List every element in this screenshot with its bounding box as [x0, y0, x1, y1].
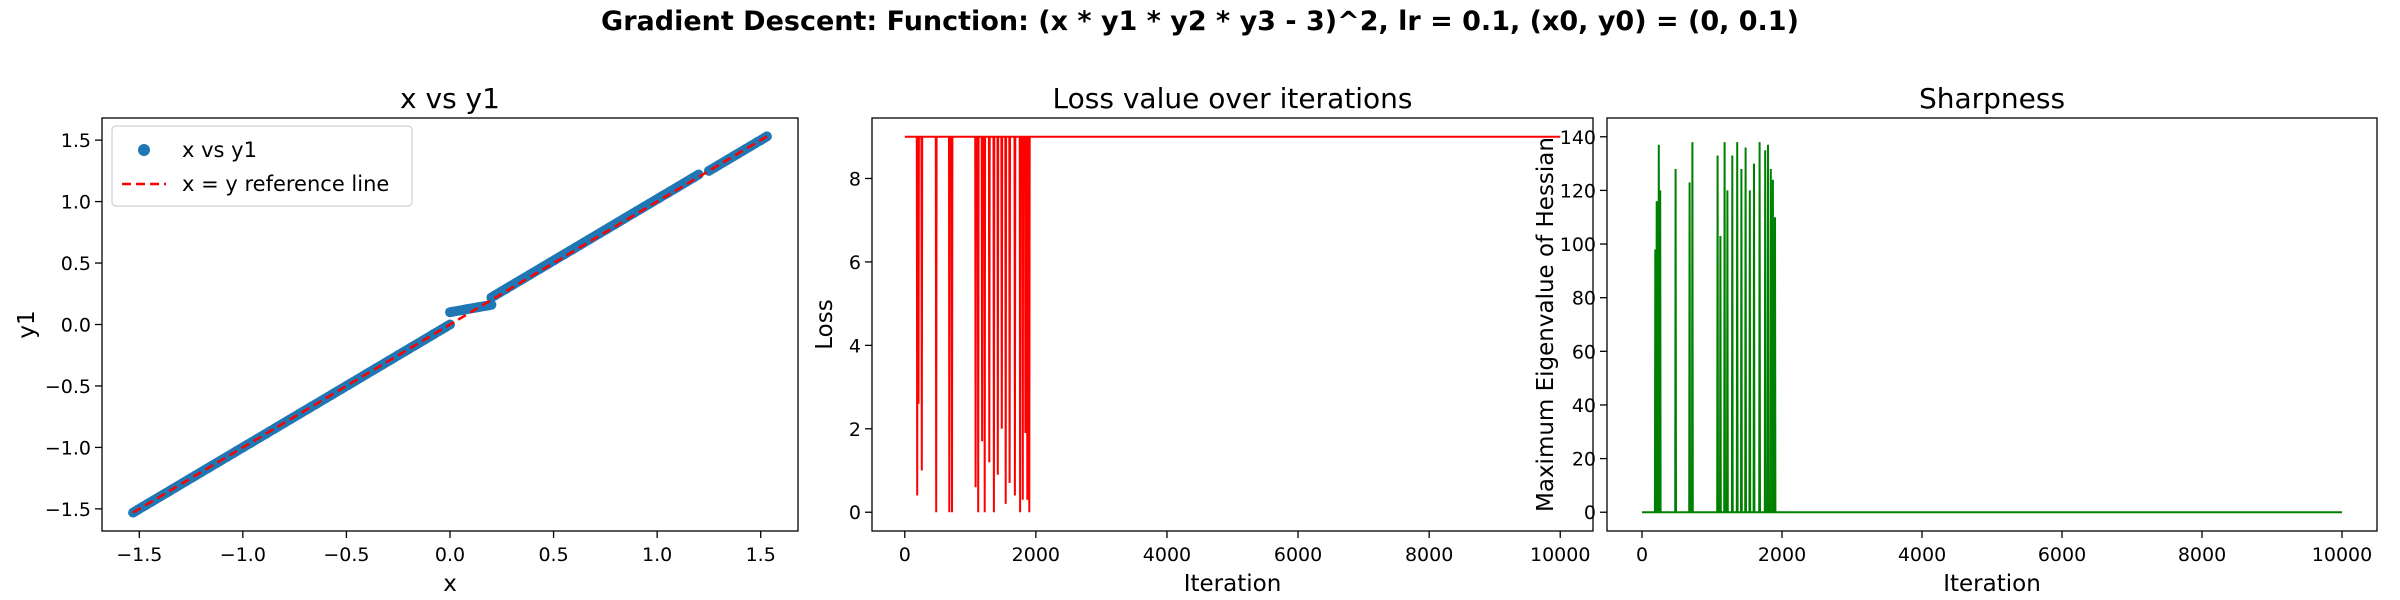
y-tick-label: 6 [849, 252, 861, 274]
y-tick-label: 2 [849, 419, 861, 441]
chart-2: 0 2000 4000 6000 8000 10000 0 2 4 6 8 Loss value ov… [812, 82, 1594, 597]
figure-suptitle: Gradient Descent: Function: (x * y1 * y2… [601, 6, 1799, 37]
x-tick-label: 6000 [1274, 544, 1322, 566]
x-tick-label: 10000 [1530, 544, 1590, 566]
x-tick-label: −1.0 [220, 544, 266, 566]
y-tick-label: 40 [1572, 395, 1596, 417]
x-tick-label: 8000 [1405, 544, 1453, 566]
chart-1: −1.5 −1.0 −0.5 0.0 0.5 1.0 1.5 −1.5 −1.0 −0.5 0.0 0… [14, 82, 799, 597]
scatter-point [693, 169, 704, 180]
y-tick-label: 20 [1572, 449, 1596, 471]
series-line [904, 135, 1561, 513]
y-axis-label: Maximum Eigenvalue of Hessian [1533, 137, 1559, 512]
chart-title: Loss value over iterations [1053, 82, 1413, 115]
axes-frame [871, 117, 1594, 532]
y-tick-label: −1.5 [45, 499, 91, 521]
legend-box [111, 125, 413, 207]
series-line [1642, 142, 2342, 514]
x-tick-label: 4000 [1143, 544, 1191, 566]
y-tick-label: 8 [849, 168, 861, 190]
y-tick-label: 80 [1572, 288, 1596, 310]
x-tick-label: 8000 [2178, 544, 2226, 566]
legend-marker [138, 144, 150, 156]
legend: x vs y1 x = y reference line [111, 125, 413, 207]
y-tick-label: 120 [1560, 180, 1596, 202]
y-tick-label: 140 [1560, 127, 1596, 149]
y-tick-label: 60 [1572, 341, 1596, 363]
plot-area [128, 131, 772, 518]
y-tick-label: 0 [849, 502, 861, 524]
x-tick-label: 0.0 [435, 544, 465, 566]
x-tick-label: 1.0 [642, 544, 672, 566]
y-tick-label: 100 [1560, 234, 1596, 256]
y-axis-label: Loss [812, 299, 838, 349]
y-tick-label: 0.5 [61, 253, 91, 275]
y-tick-label: −0.5 [45, 376, 91, 398]
y-tick-label: 4 [849, 335, 861, 357]
plot-area [904, 135, 1561, 513]
x-tick-label: 0.5 [538, 544, 568, 566]
chart-3: 0 2000 4000 6000 8000 10000 0 20 40 60 80 100 120 140… [1533, 82, 2378, 597]
x-tick-label: 6000 [2038, 544, 2086, 566]
y-tick-label: −1.0 [45, 437, 91, 459]
x-tick-label: 0 [1636, 544, 1648, 566]
x-axis-label: Iteration [1943, 571, 2041, 597]
y-tick-label: 1.5 [61, 130, 91, 152]
axes-frame [1606, 117, 2378, 532]
x-tick-label: 10000 [2312, 544, 2372, 566]
reference-line [132, 135, 768, 514]
x-tick-label: −1.5 [116, 544, 162, 566]
chart-title: Sharpness [1919, 82, 2065, 115]
x-axis-label: Iteration [1184, 571, 1282, 597]
legend-label: x vs y1 [182, 138, 257, 162]
chart-title: x vs y1 [400, 82, 500, 115]
x-axis-label: x [443, 571, 457, 597]
x-tick-label: 1.5 [746, 544, 776, 566]
y-axis-label: y1 [14, 310, 40, 338]
x-tick-label: 2000 [1758, 544, 1806, 566]
x-tick-label: 2000 [1012, 544, 1060, 566]
plot-area [1642, 142, 2342, 514]
x-tick-label: 0 [899, 544, 911, 566]
y-tick-label: 1.0 [61, 192, 91, 214]
x-tick-label: 4000 [1898, 544, 1946, 566]
y-tick-label: 0 [1584, 502, 1596, 524]
legend-label: x = y reference line [182, 172, 389, 196]
y-tick-label: 0.0 [61, 315, 91, 337]
x-tick-label: −0.5 [323, 544, 369, 566]
